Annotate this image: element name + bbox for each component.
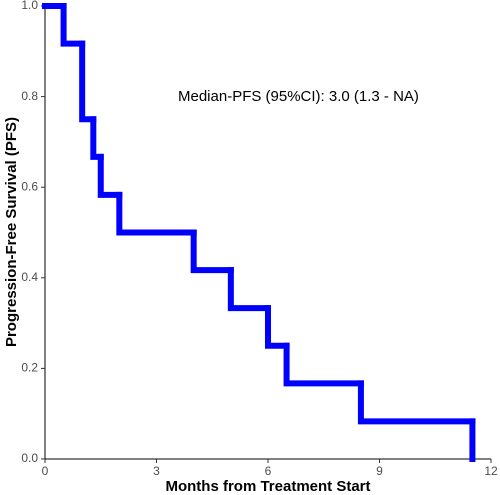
y-axis-title: Progression-Free Survival (PFS) [3,117,20,347]
survival-step [357,380,476,425]
survival-step [190,229,234,274]
survival-step [79,40,97,123]
x-tick-label: 3 [153,464,160,478]
y-tick-label: 0.0 [21,451,38,465]
y-tick-label: 0.6 [21,179,38,193]
y-tick-label: 0.4 [21,270,38,284]
survival-step [227,267,271,312]
survival-step [90,116,104,160]
survival-step [60,3,86,47]
y-tick-label: 0.8 [21,89,38,103]
survival-step [116,191,197,236]
x-tick-label: 9 [376,464,383,478]
y-tick-label: 1.0 [21,0,38,12]
x-tick-label: 0 [42,464,49,478]
survival-step [265,305,290,349]
survival-step [97,153,123,198]
x-tick-label: 6 [265,464,272,478]
survival-step [283,342,364,387]
y-tick-label: 0.2 [21,361,38,375]
x-tick-label: 12 [484,464,498,478]
x-axis-title: Months from Treatment Start [165,478,370,495]
annotation: Median-PFS (95%CI): 3.0 (1.3 - NA) [178,88,419,105]
